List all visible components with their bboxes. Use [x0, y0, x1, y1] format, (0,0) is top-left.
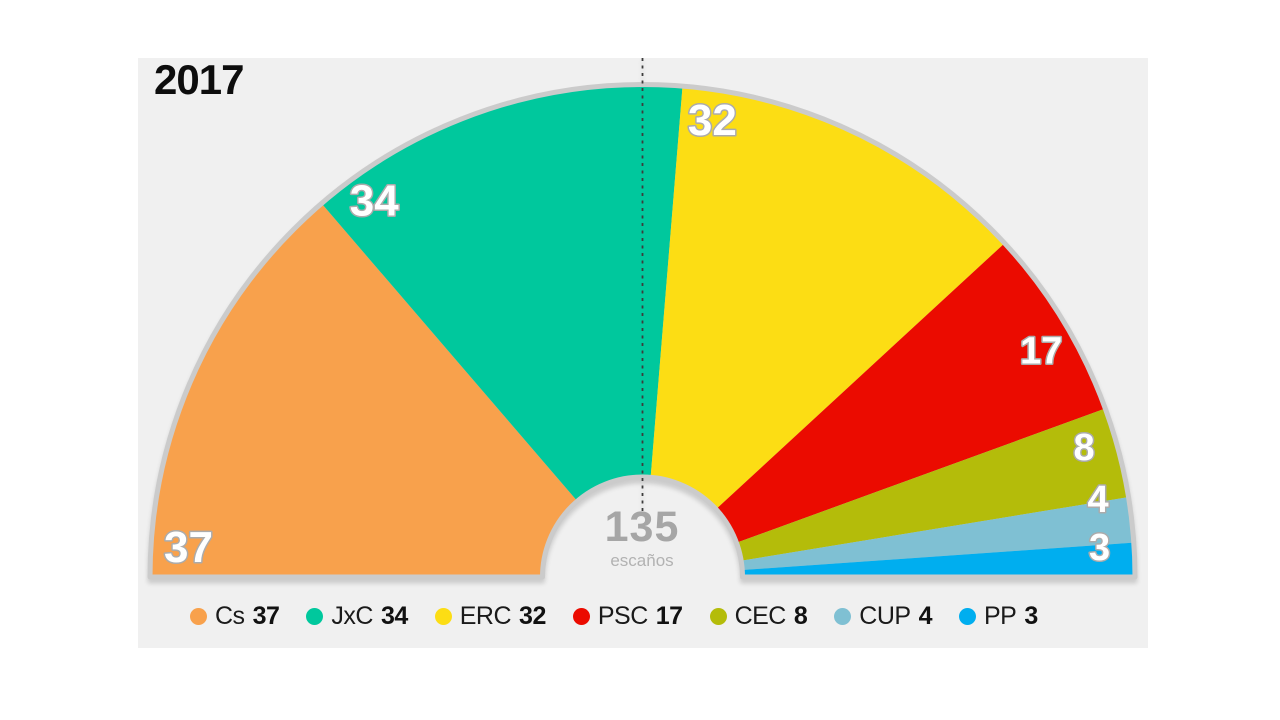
legend-party-name: PP: [983, 602, 1017, 630]
seat-label-cs: 37: [164, 523, 213, 572]
legend-party-seats: 32: [519, 602, 546, 630]
legend-party-seats: 4: [918, 602, 933, 630]
legend-item-cup: CUP 4: [834, 602, 933, 631]
sector-cs: [150, 203, 578, 577]
year-title: 2017: [154, 56, 244, 103]
legend-dot-pp: [958, 608, 976, 625]
legend-party-seats: 34: [380, 602, 408, 630]
legend-item-cs: Cs 37: [190, 602, 280, 631]
seat-label-erc: 32: [688, 96, 737, 145]
legend-item-cec: CEC 8: [709, 602, 808, 631]
legend-item-jxc: JxC 34: [306, 602, 408, 631]
legend-party-seats: 17: [655, 602, 683, 630]
legend-party-name: CUP: [859, 602, 911, 630]
seat-label-psc: 17: [1020, 330, 1062, 372]
total-seats-unit: escaños: [610, 551, 674, 571]
sector-psc: [716, 243, 1106, 543]
legend-party-name: CEC: [734, 602, 787, 630]
legend-dot-psc: [572, 608, 590, 625]
seat-label-cup: 4: [1087, 479, 1108, 521]
legend-dot-erc: [434, 608, 452, 625]
legend-party-name: Cs: [215, 602, 245, 630]
legend-item-erc: ERC 32: [434, 602, 546, 631]
seat-label-jxc: 34: [350, 176, 399, 225]
sector-cec: [736, 408, 1129, 561]
sector-erc: [650, 86, 1005, 510]
legend-party-name: JxC: [331, 602, 373, 630]
legend-item-psc: PSC 17: [572, 602, 683, 631]
total-seats-value: 135: [604, 503, 680, 551]
seat-label-cec: 8: [1073, 427, 1094, 469]
legend-dot-cs: [190, 608, 207, 625]
legend-party-name: ERC: [459, 602, 512, 630]
seat-label-pp: 3: [1089, 527, 1110, 569]
legend-party-seats: 37: [252, 602, 280, 630]
sector-pp: [742, 542, 1135, 577]
legend-dot-cup: [834, 608, 852, 625]
sector-cup: [741, 497, 1134, 571]
legend-party-seats: 3: [1024, 602, 1038, 630]
legend-party-name: PSC: [597, 602, 648, 630]
legend-item-pp: PP 3: [958, 602, 1038, 631]
legend-party-seats: 8: [793, 602, 808, 630]
hemicycle-outline: [147, 82, 1138, 580]
legend: Cs 37 JxC 34 ERC 32 PSC 17 CEC 8 CUP 4 PP 3: [190, 602, 1150, 631]
sector-jxc: [321, 84, 683, 502]
legend-dot-cec: [709, 608, 727, 625]
total-seats-block: 135 escaños: [542, 503, 742, 571]
legend-dot-jxc: [306, 608, 324, 625]
